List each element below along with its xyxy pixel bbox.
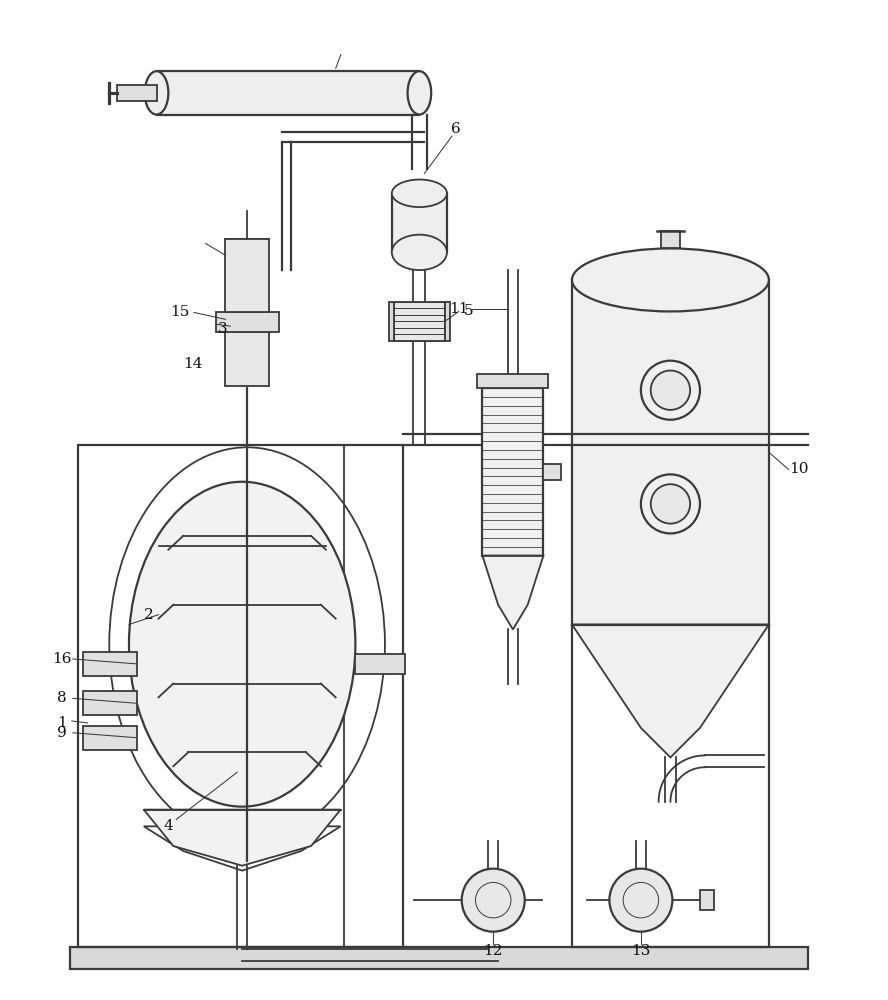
Text: 5: 5 [464, 304, 473, 318]
Polygon shape [572, 625, 769, 757]
Bar [572, 625, 769, 947]
Ellipse shape [392, 235, 447, 270]
Bar [226, 332, 269, 386]
Text: 12: 12 [483, 944, 503, 958]
Bar [661, 231, 680, 248]
Text: 1: 1 [57, 716, 67, 730]
Ellipse shape [408, 71, 432, 115]
Ellipse shape [651, 371, 690, 410]
Text: 3: 3 [218, 322, 227, 336]
Polygon shape [482, 556, 543, 629]
Text: 10: 10 [789, 462, 808, 476]
Ellipse shape [641, 361, 700, 420]
Bar [216, 312, 279, 332]
Circle shape [462, 869, 525, 932]
Bar [393, 302, 445, 341]
Text: 16: 16 [52, 652, 72, 666]
Bar [156, 71, 419, 115]
Bar [392, 193, 447, 252]
Text: 2: 2 [144, 608, 154, 622]
Ellipse shape [641, 474, 700, 533]
Text: 6: 6 [451, 122, 461, 136]
Bar [389, 302, 393, 341]
Bar [117, 85, 156, 101]
Bar [83, 726, 137, 750]
Text: 15: 15 [170, 305, 190, 319]
Ellipse shape [392, 180, 447, 207]
Bar [478, 374, 549, 388]
Bar [572, 280, 769, 625]
Circle shape [609, 869, 672, 932]
Bar [70, 947, 808, 969]
Bar [355, 654, 405, 674]
Text: 8: 8 [57, 691, 67, 705]
Text: 14: 14 [183, 357, 202, 371]
Ellipse shape [145, 71, 169, 115]
Text: 11: 11 [449, 302, 469, 316]
Bar [445, 302, 450, 341]
Ellipse shape [651, 484, 690, 524]
Bar [482, 388, 543, 556]
Ellipse shape [129, 482, 355, 807]
Bar [83, 691, 137, 715]
Bar [543, 464, 561, 480]
Text: 13: 13 [631, 944, 651, 958]
Polygon shape [144, 810, 341, 866]
Bar [700, 890, 714, 910]
Ellipse shape [572, 248, 769, 311]
Text: 9: 9 [57, 726, 67, 740]
Bar [83, 652, 137, 676]
Bar [226, 239, 269, 312]
Text: 4: 4 [163, 819, 173, 833]
Bar [78, 445, 402, 947]
